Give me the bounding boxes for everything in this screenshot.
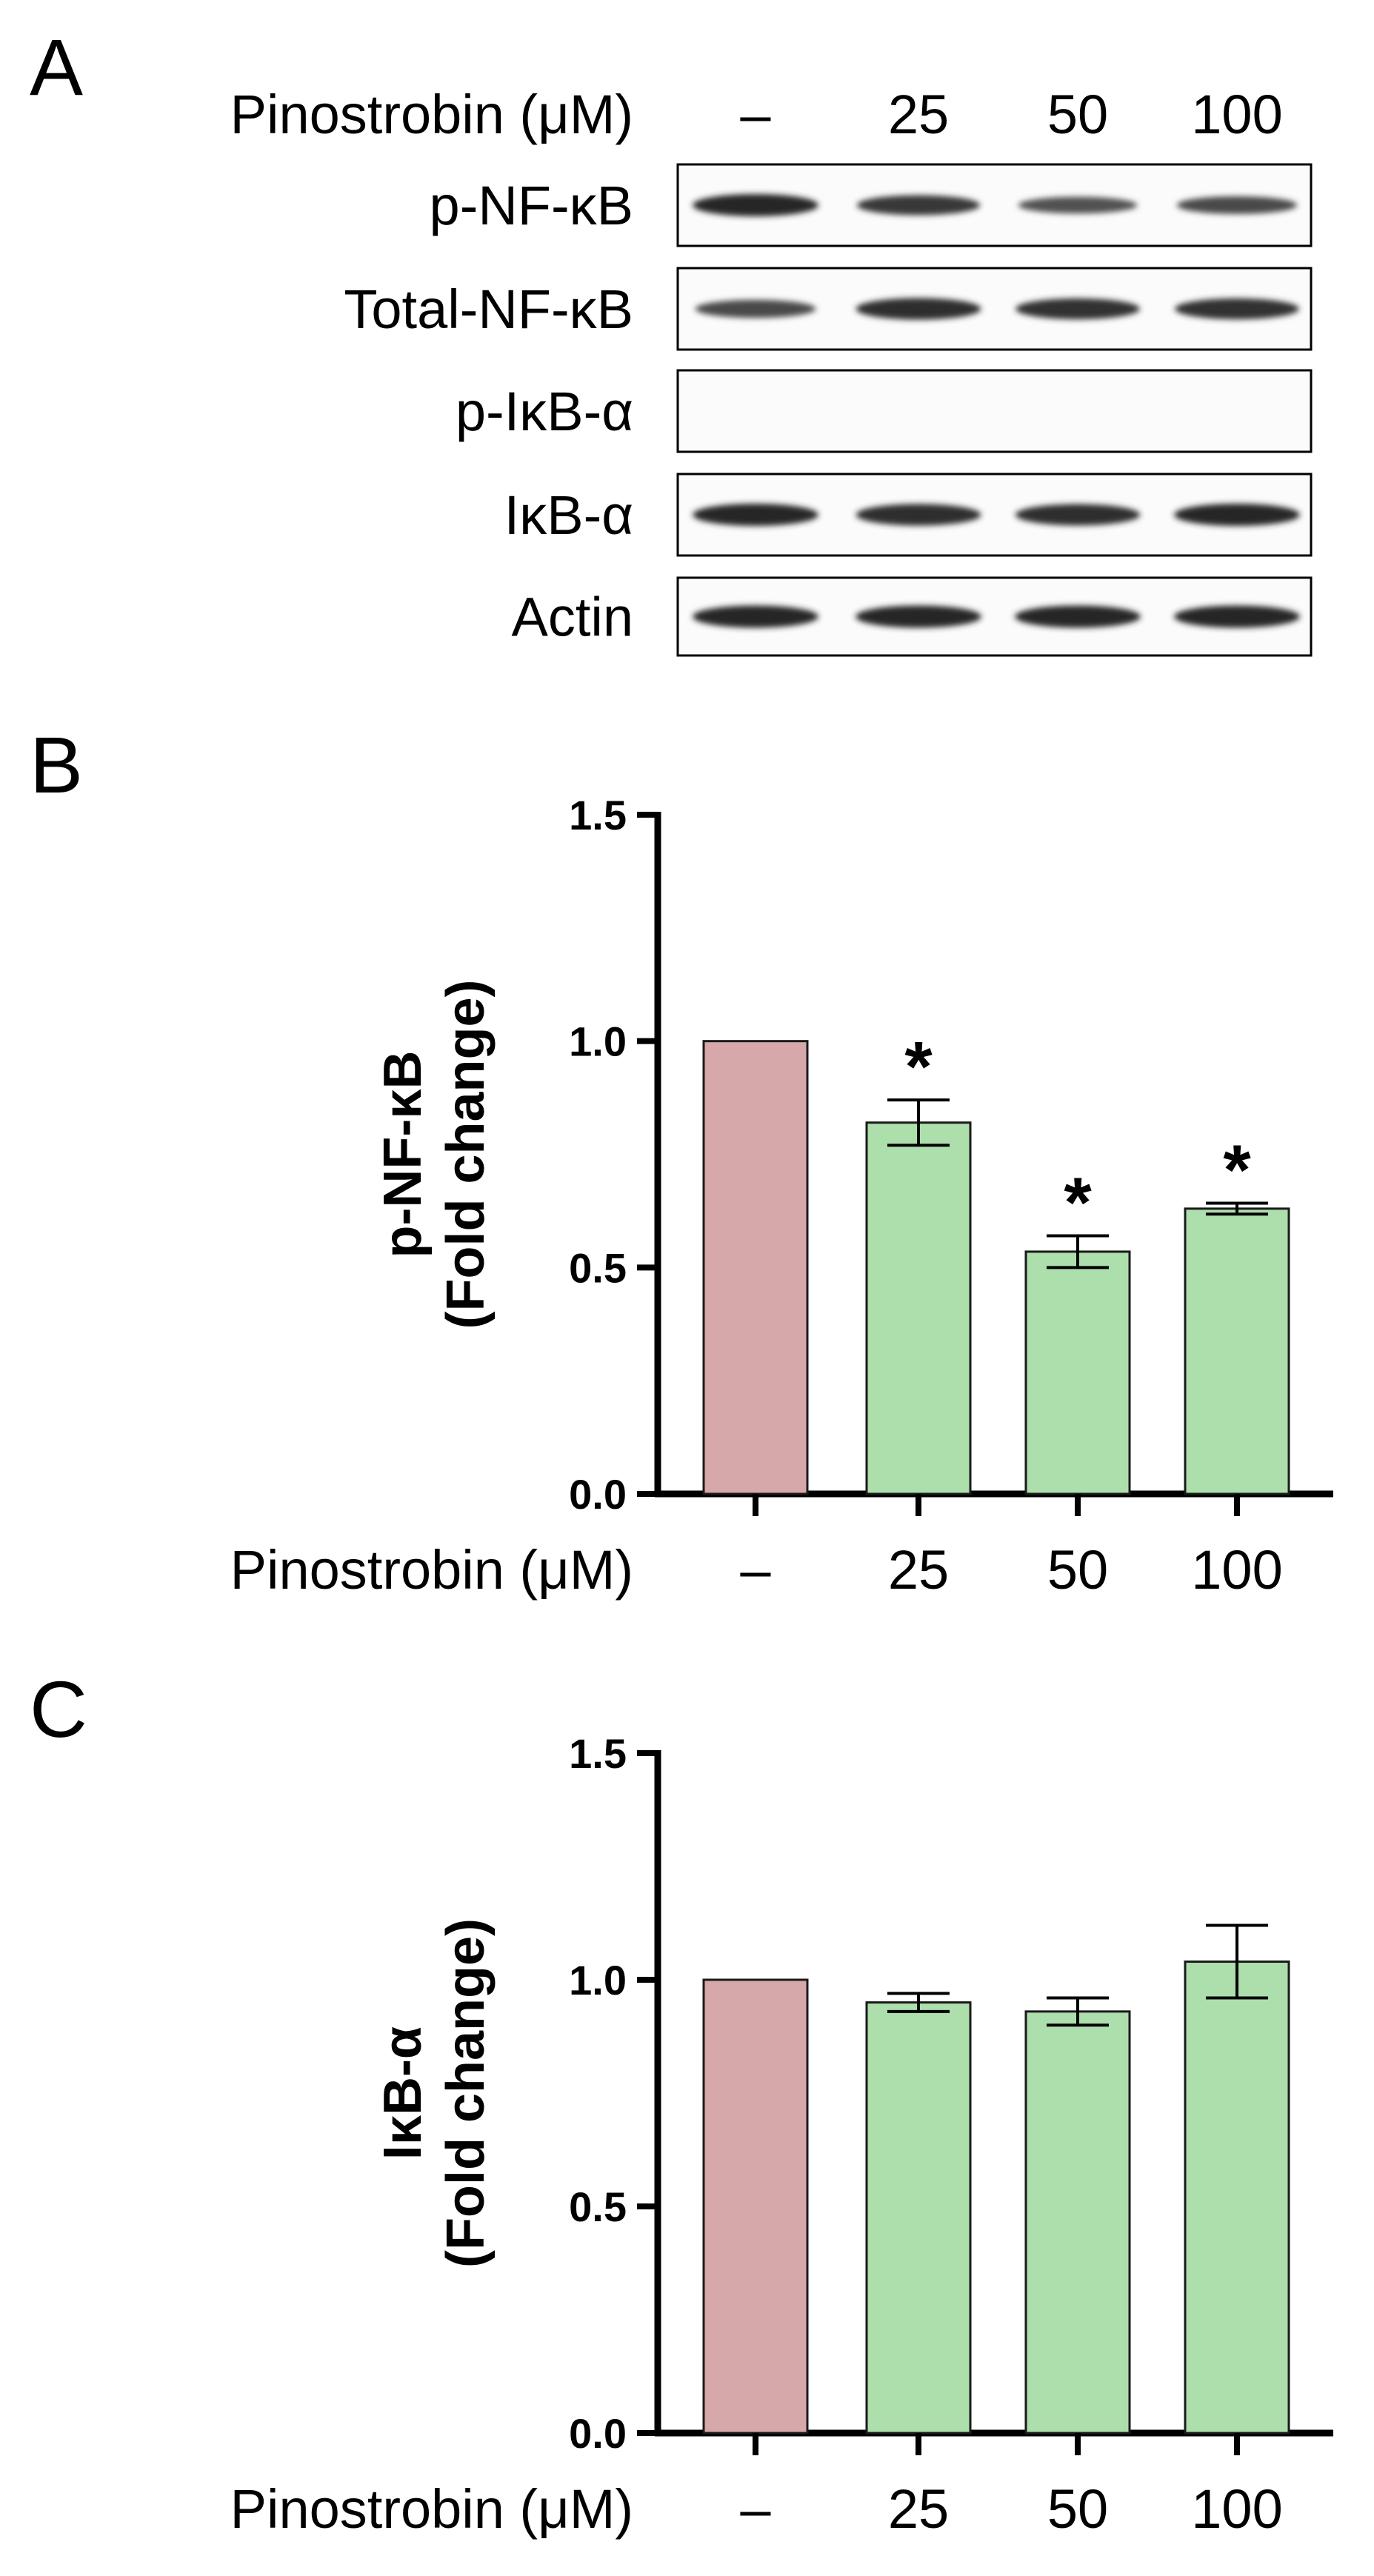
bar: [865, 2001, 972, 2435]
blot-condition-label: 25: [888, 84, 949, 145]
x-tick-label: 100: [1191, 2478, 1282, 2540]
blot-band: [693, 504, 818, 526]
x-tick-label: –: [740, 1539, 771, 1601]
x-tick-label: 100: [1191, 1539, 1282, 1601]
panel-c-letter: C: [30, 1664, 87, 1754]
blot-row: Total-NF-κB: [344, 267, 1313, 351]
y-axis-title: p-NF-κB: [373, 1050, 433, 1258]
blot-row-label: Actin: [511, 587, 633, 648]
x-tick-label: 25: [888, 1539, 949, 1601]
blot-condition-label: 50: [1047, 84, 1108, 145]
blot-band: [1176, 196, 1298, 215]
blot-row-label: p-IκB-α: [456, 381, 633, 442]
significance-marker: *: [904, 1027, 933, 1107]
blot-band: [856, 605, 981, 628]
blot-row: Actin: [511, 576, 1313, 657]
bar: [702, 1040, 809, 1495]
chart-ikba: IκB-α (Fold change) 0.0 0.5 1.0 1.5 – 25 50 100 Pi…: [230, 1730, 1333, 2540]
blot-condition-labels: – 25 50 100: [740, 84, 1282, 145]
y-tick-label: 1.0: [569, 1957, 627, 2003]
blot-band: [695, 299, 816, 318]
y-tick-label: 0.0: [569, 2410, 627, 2457]
chart-p-nfkb: p-NF-κB (Fold change) 0.0 0.5 1.0 1.5 – * 25 * 50 *…: [230, 792, 1333, 1601]
y-tick-label: 1.5: [569, 1730, 627, 1777]
bar: [865, 1121, 972, 1495]
blot-band: [1175, 298, 1299, 320]
blot-band: [856, 504, 981, 526]
x-axis-label: Pinostrobin (μM): [230, 2478, 633, 2540]
bar: [1184, 1207, 1290, 1495]
panel-a-letter: A: [30, 22, 83, 112]
bar: [1184, 1961, 1290, 2435]
x-axis-label: Pinostrobin (μM): [230, 1539, 633, 1601]
blot-band: [693, 194, 818, 216]
western-blot: p-NF-κB Total-NF-κB p-IκB-α IκB-α Actin: [344, 163, 1313, 657]
y-axis-title: (Fold change): [436, 980, 496, 1329]
panel-b: B p-NF-κB (Fold change) 0.0 0.5 1.0 1.5 – * 25 * 5…: [30, 720, 1333, 1601]
blot-row: IκB-α: [504, 473, 1313, 557]
panel-b-letter: B: [30, 720, 83, 810]
y-tick-label: 0.5: [569, 2183, 627, 2230]
blot-band: [1015, 605, 1141, 628]
blot-band: [1016, 298, 1140, 320]
blot-band: [693, 605, 818, 628]
blot-band: [856, 195, 981, 216]
bar: [1024, 2010, 1131, 2435]
blot-treatment-label: Pinostrobin (μM): [230, 84, 633, 145]
blot-band: [1174, 605, 1300, 628]
blot-band: [1015, 504, 1141, 526]
blot-band: [1174, 504, 1300, 526]
blot-row-label: Total-NF-κB: [344, 278, 633, 340]
y-tick-label: 0.5: [569, 1244, 627, 1291]
y-axis-title: IκB-α: [373, 2026, 433, 2160]
x-tick-label: 25: [888, 2478, 949, 2540]
y-tick-label: 1.5: [569, 792, 627, 838]
panel-a: A Pinostrobin (μM) – 25 50 100 p-NF-κB Total…: [30, 22, 1313, 657]
blot-row: p-IκB-α: [456, 369, 1313, 453]
blot-frame: [676, 369, 1313, 453]
bar: [1024, 1250, 1131, 1495]
blot-band: [856, 298, 981, 320]
blot-condition-label: –: [740, 84, 771, 145]
y-tick-label: 1.0: [569, 1018, 627, 1065]
blot-row-label: IκB-α: [504, 484, 633, 546]
x-tick-label: 50: [1047, 2478, 1108, 2540]
bar: [702, 1978, 809, 2435]
y-axis-title: (Fold change): [436, 1918, 496, 2268]
y-tick-label: 0.0: [569, 1471, 627, 1518]
blot-condition-label: 100: [1191, 84, 1282, 145]
significance-marker: *: [1223, 1131, 1251, 1210]
blot-row: p-NF-κB: [430, 163, 1313, 247]
blot-band: [1018, 196, 1138, 214]
panel-c: C IκB-α (Fold change) 0.0 0.5 1.0 1.5 – 25 50 100…: [30, 1664, 1333, 2540]
x-tick-label: –: [740, 2478, 771, 2540]
blot-row-label: p-NF-κB: [430, 175, 633, 236]
significance-marker: *: [1064, 1164, 1092, 1243]
x-tick-label: 50: [1047, 1539, 1108, 1601]
